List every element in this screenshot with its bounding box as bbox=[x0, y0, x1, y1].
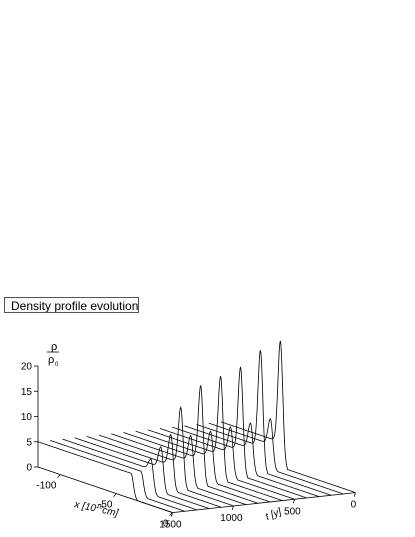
t-axis-line bbox=[172, 492, 356, 513]
x-tick-label: -50 bbox=[98, 500, 113, 511]
x-tick bbox=[113, 493, 117, 497]
x-axis-label-prefix: x [10 bbox=[72, 499, 97, 515]
x-tick-label: -100 bbox=[36, 481, 56, 492]
t-tick bbox=[171, 512, 173, 517]
density-curves bbox=[37, 340, 356, 513]
density-curve-t1400 bbox=[208, 418, 344, 495]
z-axis-label-numerator: ρ bbox=[51, 341, 57, 353]
density-curve-t200 bbox=[62, 438, 197, 511]
t-tick-label: 0 bbox=[351, 500, 357, 511]
density-curve-t800 bbox=[135, 430, 271, 503]
z-axis-label-denominator: ρ bbox=[48, 354, 54, 366]
density-curve-t600 bbox=[111, 433, 246, 505]
x-tick bbox=[57, 474, 61, 478]
density-curve-t1000 bbox=[159, 426, 295, 500]
density-curve-t300 bbox=[74, 437, 210, 509]
density-curve-t1100 bbox=[172, 366, 307, 499]
density-curve-t100 bbox=[50, 440, 185, 512]
axis-labels: ρ ρ 0 x [1016cm] t [y] bbox=[47, 341, 283, 523]
density-curve-t400 bbox=[86, 433, 222, 508]
axes: 0 5 10 15 20 -100 -50 0 0 500 1000 1500 bbox=[21, 362, 357, 531]
t-tick-label: 1500 bbox=[159, 520, 182, 531]
density-curve-t1300 bbox=[196, 350, 332, 496]
x-axis-label-exponent: 16 bbox=[96, 504, 104, 511]
density-curve-t900 bbox=[147, 376, 283, 501]
z-tick-label: 15 bbox=[21, 387, 33, 398]
figure-title: Density profile evolution bbox=[4, 297, 139, 313]
z-tick-label: 20 bbox=[21, 362, 33, 373]
z-axis-label-denominator-subscript: 0 bbox=[55, 362, 59, 368]
density-curve-t700 bbox=[123, 385, 258, 504]
z-tick-label: 10 bbox=[21, 412, 33, 423]
t-axis-label: t [y] bbox=[264, 506, 283, 522]
x-axis-label: x [1016cm] bbox=[72, 499, 119, 519]
t-tick bbox=[293, 499, 295, 504]
z-tick-label: 0 bbox=[26, 463, 32, 474]
z-tick-label: 5 bbox=[26, 437, 32, 448]
x-tick-label: 0 bbox=[163, 519, 169, 530]
t-tick-label: 1000 bbox=[220, 513, 243, 524]
density-curve-t500 bbox=[98, 406, 234, 507]
density-curve-t1200 bbox=[184, 422, 319, 497]
t-tick bbox=[232, 505, 234, 511]
x-axis-label-suffix: cm] bbox=[101, 505, 119, 519]
density-curve-t1500 bbox=[220, 340, 356, 493]
t-tick-label: 500 bbox=[284, 506, 301, 517]
t-tick bbox=[354, 492, 356, 497]
